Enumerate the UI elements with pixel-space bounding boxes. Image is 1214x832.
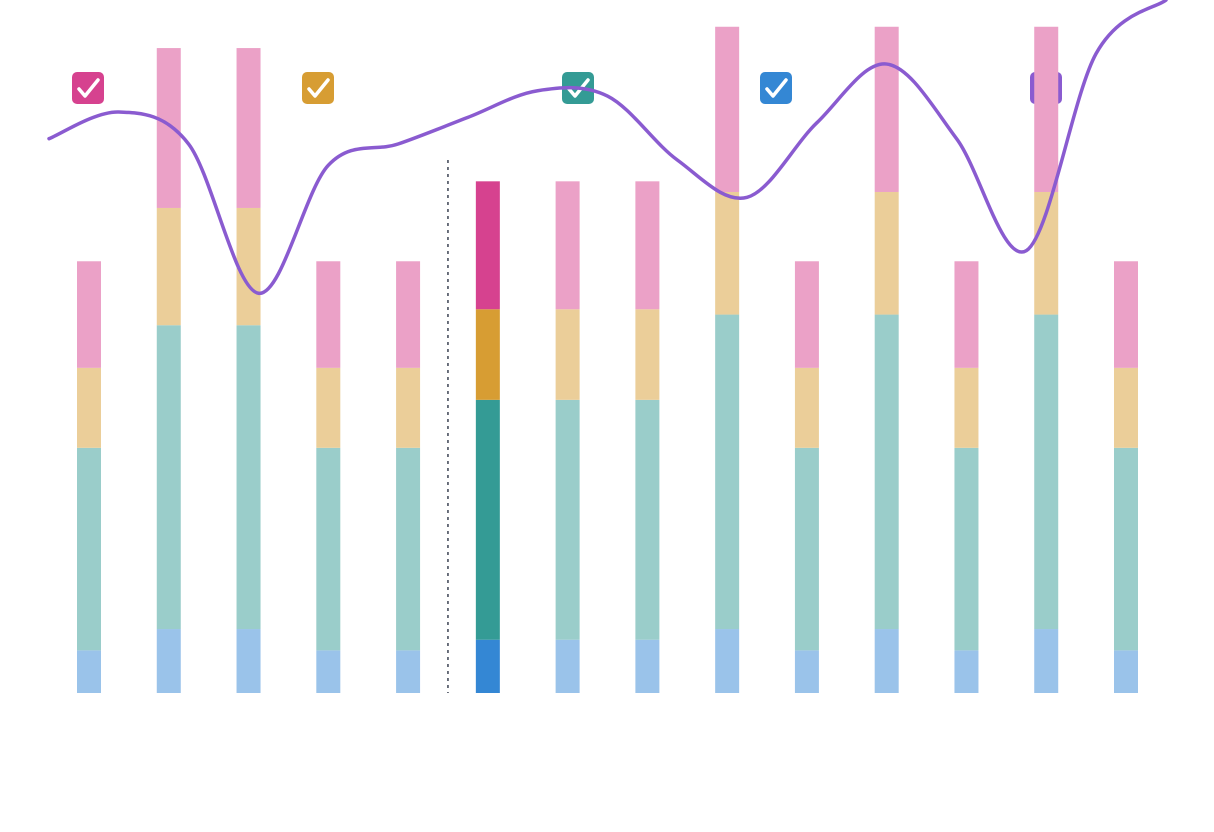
bar-gold-1[interactable] <box>77 367 101 448</box>
checkmark-icon <box>307 78 330 98</box>
bar-teal-13[interactable] <box>1034 314 1059 630</box>
bar-teal-1[interactable] <box>77 447 101 651</box>
bar-teal-9[interactable] <box>715 314 740 630</box>
bar-gold-14[interactable] <box>1114 367 1138 448</box>
checkmark-icon <box>77 78 100 98</box>
line-purple[interactable] <box>47 0 1168 295</box>
bar-gold-9[interactable] <box>715 191 740 315</box>
bar-blue-4[interactable] <box>316 650 341 693</box>
bar-pink-9[interactable] <box>715 26 740 192</box>
checkmark-icon <box>567 78 590 98</box>
bar-blue-14[interactable] <box>1114 650 1138 693</box>
bar-group-4[interactable] <box>316 261 341 693</box>
bar-blue-12[interactable] <box>954 650 979 693</box>
bar-gold-4[interactable] <box>316 367 341 448</box>
bar-pink-14[interactable] <box>1114 261 1138 368</box>
legend-checkbox-gold[interactable] <box>302 72 334 104</box>
bar-gold-7[interactable] <box>555 309 580 400</box>
bar-teal-6[interactable] <box>475 399 500 640</box>
bar-blue-13[interactable] <box>1034 629 1059 693</box>
line-series <box>47 0 1168 295</box>
checkmark-icon <box>765 78 788 98</box>
bar-teal-4[interactable] <box>316 447 341 651</box>
bar-group-8[interactable] <box>635 181 660 693</box>
bar-pink-3[interactable] <box>236 48 261 208</box>
bar-pink-7[interactable] <box>555 181 580 310</box>
bar-gold-12[interactable] <box>954 367 979 448</box>
bar-group-6[interactable] <box>475 181 500 693</box>
bar-teal-2[interactable] <box>156 325 181 630</box>
bar-teal-7[interactable] <box>555 399 580 640</box>
bar-blue-10[interactable] <box>794 650 819 693</box>
bar-pink-13[interactable] <box>1034 26 1059 192</box>
bar-pink-6[interactable] <box>475 181 500 310</box>
bar-group-10[interactable] <box>794 261 819 693</box>
bar-group-5[interactable] <box>396 261 421 693</box>
bar-gold-11[interactable] <box>874 191 899 315</box>
bar-gold-5[interactable] <box>396 367 421 448</box>
bar-group-3[interactable] <box>236 48 261 693</box>
bar-gold-2[interactable] <box>156 207 181 326</box>
legend-checkbox-blue[interactable] <box>760 72 792 104</box>
bar-group-9[interactable] <box>715 26 740 693</box>
bar-teal-8[interactable] <box>635 399 660 640</box>
bar-pink-11[interactable] <box>874 26 899 192</box>
bar-gold-3[interactable] <box>236 207 261 326</box>
bar-pink-12[interactable] <box>954 261 979 368</box>
bar-blue-3[interactable] <box>236 629 261 693</box>
bar-gold-10[interactable] <box>794 367 819 448</box>
bars <box>77 26 1138 693</box>
legend-checkbox-pink[interactable] <box>72 72 104 104</box>
bar-teal-10[interactable] <box>794 447 819 651</box>
bar-pink-5[interactable] <box>396 261 421 368</box>
bar-group-7[interactable] <box>555 181 580 693</box>
bar-teal-3[interactable] <box>236 325 261 630</box>
bar-group-11[interactable] <box>874 26 899 693</box>
bar-group-12[interactable] <box>954 261 979 693</box>
bar-group-14[interactable] <box>1114 261 1138 693</box>
bar-pink-2[interactable] <box>156 48 181 208</box>
bar-pink-1[interactable] <box>77 261 101 368</box>
bar-teal-12[interactable] <box>954 447 979 651</box>
bar-group-2[interactable] <box>156 48 181 693</box>
bar-gold-6[interactable] <box>475 309 500 400</box>
bar-pink-4[interactable] <box>316 261 341 368</box>
bar-group-13[interactable] <box>1034 26 1059 693</box>
bar-blue-1[interactable] <box>77 650 101 693</box>
legend-item-blue[interactable] <box>760 72 792 104</box>
bar-group-1[interactable] <box>77 261 101 693</box>
bar-gold-8[interactable] <box>635 309 660 400</box>
bar-blue-5[interactable] <box>396 650 421 693</box>
legend-item-gold[interactable] <box>302 72 334 104</box>
bar-blue-8[interactable] <box>635 639 660 693</box>
legend-item-pink[interactable] <box>72 72 104 104</box>
bar-teal-5[interactable] <box>396 447 421 651</box>
bar-blue-7[interactable] <box>555 639 580 693</box>
bar-blue-11[interactable] <box>874 629 899 693</box>
bar-pink-10[interactable] <box>794 261 819 368</box>
bar-teal-11[interactable] <box>874 314 899 630</box>
bar-blue-6[interactable] <box>475 639 500 693</box>
bar-pink-8[interactable] <box>635 181 660 310</box>
bar-blue-2[interactable] <box>156 629 181 693</box>
bar-teal-14[interactable] <box>1114 447 1138 651</box>
bar-blue-9[interactable] <box>715 629 740 693</box>
